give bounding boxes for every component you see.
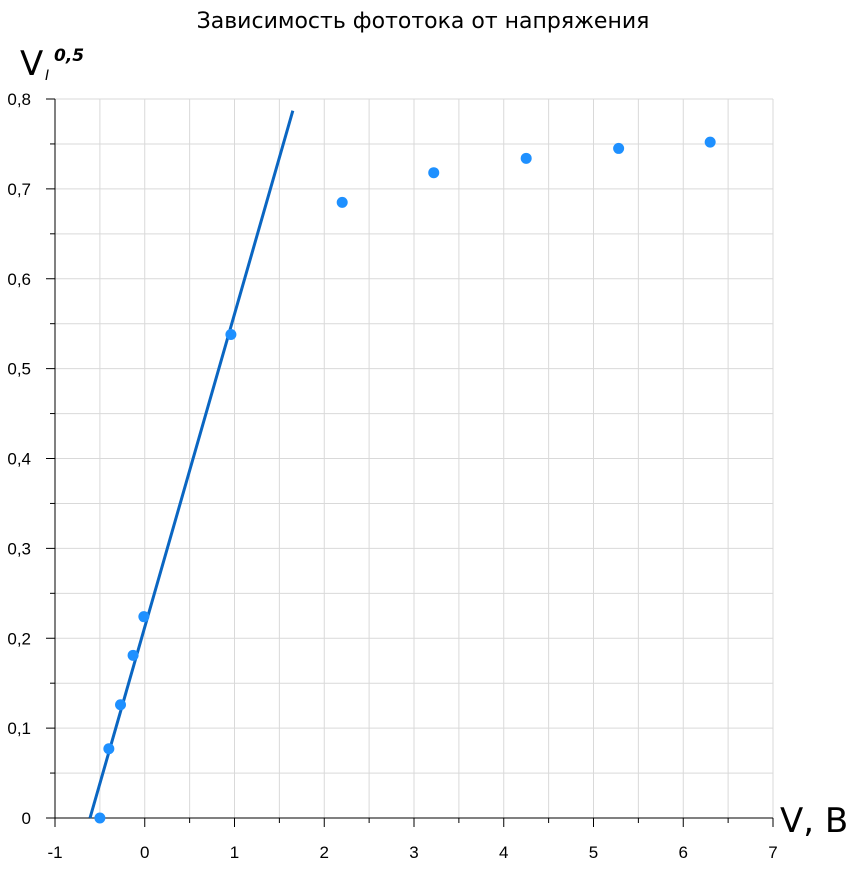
y-tick-labels: 0 0,1 0,2 0,3 0,4 0,5 0,6 0,7 0,8	[7, 90, 31, 828]
data-point	[704, 136, 716, 148]
y-axis-label: V	[20, 44, 43, 84]
data-point	[103, 743, 115, 755]
x-tick-label: 4	[499, 843, 508, 862]
x-tick-label: 1	[230, 843, 239, 862]
x-tick-label: 5	[589, 843, 598, 862]
x-tick-label: 7	[768, 843, 777, 862]
data-point	[225, 328, 237, 340]
fit-line	[88, 110, 295, 819]
data-point	[115, 699, 127, 711]
y-tick-label: 0,5	[7, 360, 31, 379]
y-tick-label: 0,6	[7, 270, 31, 289]
y-tick-label: 0,2	[7, 629, 31, 648]
x-tick-label: 6	[679, 843, 688, 862]
data-point	[428, 167, 440, 179]
x-tick-label: 0	[140, 843, 149, 862]
y-tick-label: 0,1	[7, 719, 31, 738]
series	[88, 110, 716, 824]
x-tick-label: 3	[409, 843, 418, 862]
data-point	[336, 196, 348, 208]
grid	[54, 98, 774, 819]
y-tick-label: 0,8	[7, 90, 31, 109]
y-tick-label: 0,4	[7, 450, 31, 469]
data-point	[138, 611, 150, 623]
x-axis-label: V, В	[780, 801, 846, 841]
y-axis-label-main: V	[20, 44, 43, 84]
chart-title: Зависимость фототока от напряжения	[197, 9, 650, 34]
data-point	[94, 812, 106, 824]
axes	[46, 98, 774, 827]
y-tick-label: 0,7	[7, 180, 31, 199]
data-point	[613, 142, 625, 154]
x-tick-labels: -1 0 1 2 3 4 5 6 7	[47, 843, 777, 862]
data-point	[127, 649, 139, 661]
data-point	[520, 152, 532, 164]
x-tick-label: -1	[47, 843, 62, 862]
x-tick-label: 2	[320, 843, 329, 862]
y-axis-label-sub: I	[45, 68, 49, 84]
y-tick-label: 0	[22, 809, 31, 828]
y-axis-label-sup: 0,5	[54, 46, 84, 66]
y-tick-label: 0,3	[7, 539, 31, 558]
